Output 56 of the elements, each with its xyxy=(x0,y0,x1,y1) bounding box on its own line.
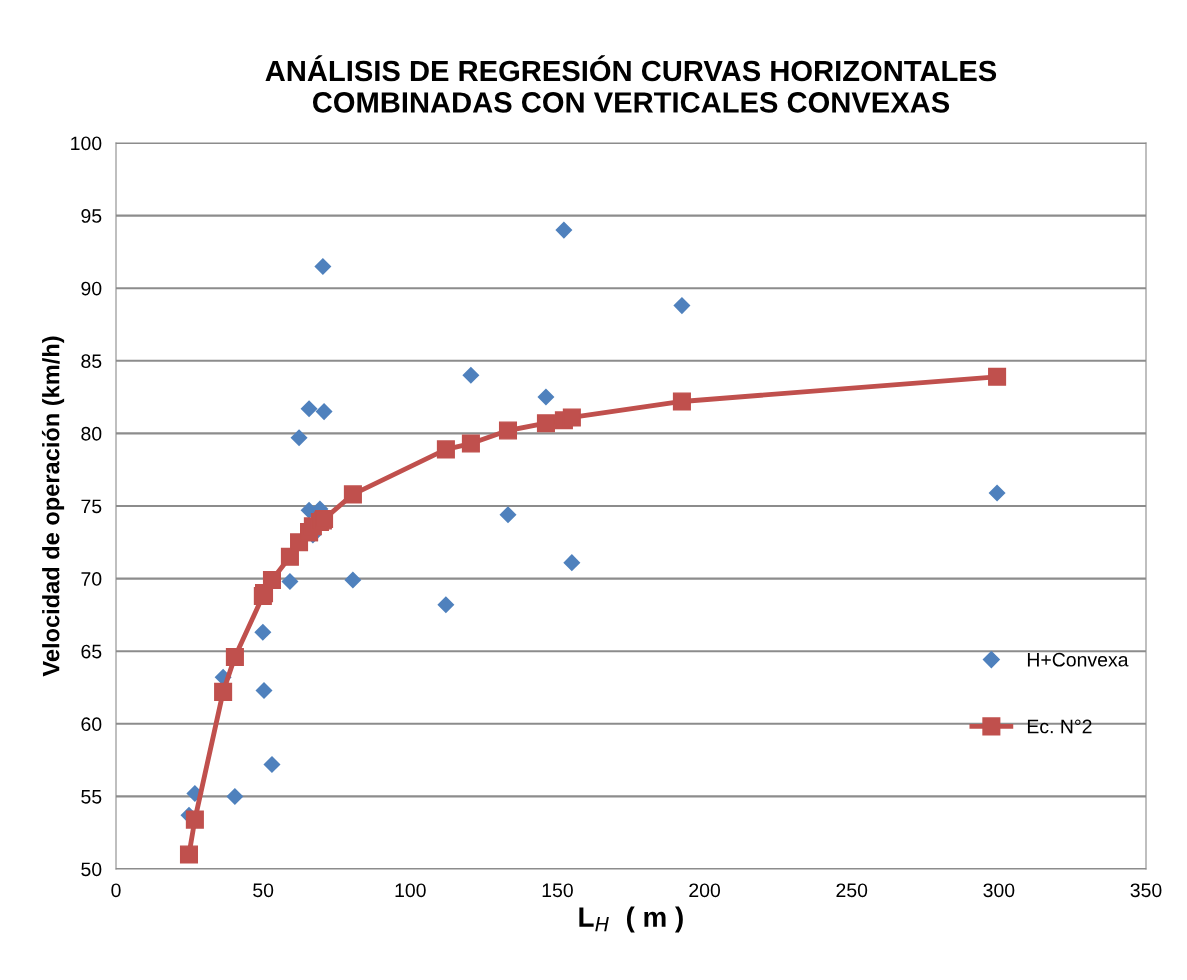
point xyxy=(461,434,480,453)
x-tick-label: 150 xyxy=(542,883,573,898)
point xyxy=(563,554,581,572)
point xyxy=(537,388,555,406)
point xyxy=(280,547,299,566)
y-tick-label: 50 xyxy=(81,862,102,877)
point xyxy=(226,787,244,805)
point xyxy=(255,681,273,699)
point xyxy=(499,506,517,524)
point xyxy=(436,440,455,459)
point xyxy=(300,400,318,418)
y-tick-label: 95 xyxy=(81,209,102,223)
x-tick-label: 200 xyxy=(689,883,721,898)
point xyxy=(462,366,480,384)
y-tick-label: 55 xyxy=(81,790,102,804)
point xyxy=(344,571,362,589)
point xyxy=(263,755,281,773)
y-tick-label: 65 xyxy=(81,644,102,659)
point xyxy=(214,682,233,701)
y-tick-label: 100 xyxy=(71,136,102,151)
legend-label: Ec. N°2 xyxy=(1027,719,1092,734)
point xyxy=(315,403,333,421)
point xyxy=(254,623,272,641)
y-tick-label: 60 xyxy=(81,717,102,732)
point xyxy=(988,367,1007,386)
point xyxy=(555,221,573,239)
point xyxy=(988,484,1006,502)
point xyxy=(343,485,362,504)
x-tick-label: 100 xyxy=(395,883,426,898)
point xyxy=(437,596,455,614)
point xyxy=(314,257,332,275)
x-tick-label: 50 xyxy=(253,883,274,898)
x-tick-label: 350 xyxy=(1130,883,1162,898)
y-axis-title: Velocidad de operación (km/h) xyxy=(41,336,65,677)
point xyxy=(562,408,581,427)
y-tick-label: 70 xyxy=(81,572,102,586)
point xyxy=(185,810,204,829)
chart-title: ANÁLISIS DE REGRESIÓN CURVAS HORIZONTALES COMBINADAS CON VERTICALES CONVEXAS xyxy=(265,55,997,113)
point xyxy=(290,429,308,447)
x-tick-label: 300 xyxy=(983,883,1015,898)
y-tick-label: 85 xyxy=(81,354,102,369)
point xyxy=(672,392,691,411)
point xyxy=(281,573,299,591)
legend-label: H+Convexa xyxy=(1027,652,1129,667)
point xyxy=(179,845,199,864)
point xyxy=(536,414,555,433)
y-tick-label: 75 xyxy=(81,499,102,514)
point xyxy=(262,571,281,590)
point xyxy=(498,421,518,440)
y-tick-label: 80 xyxy=(81,426,102,441)
point xyxy=(673,297,691,315)
x-tick-label: 250 xyxy=(836,883,868,898)
y-tick-label: 90 xyxy=(81,281,102,296)
point xyxy=(225,647,244,667)
x-axis-title: L$_{H}$ ( m ) xyxy=(579,906,683,933)
x-tick-label: 0 xyxy=(111,883,121,898)
